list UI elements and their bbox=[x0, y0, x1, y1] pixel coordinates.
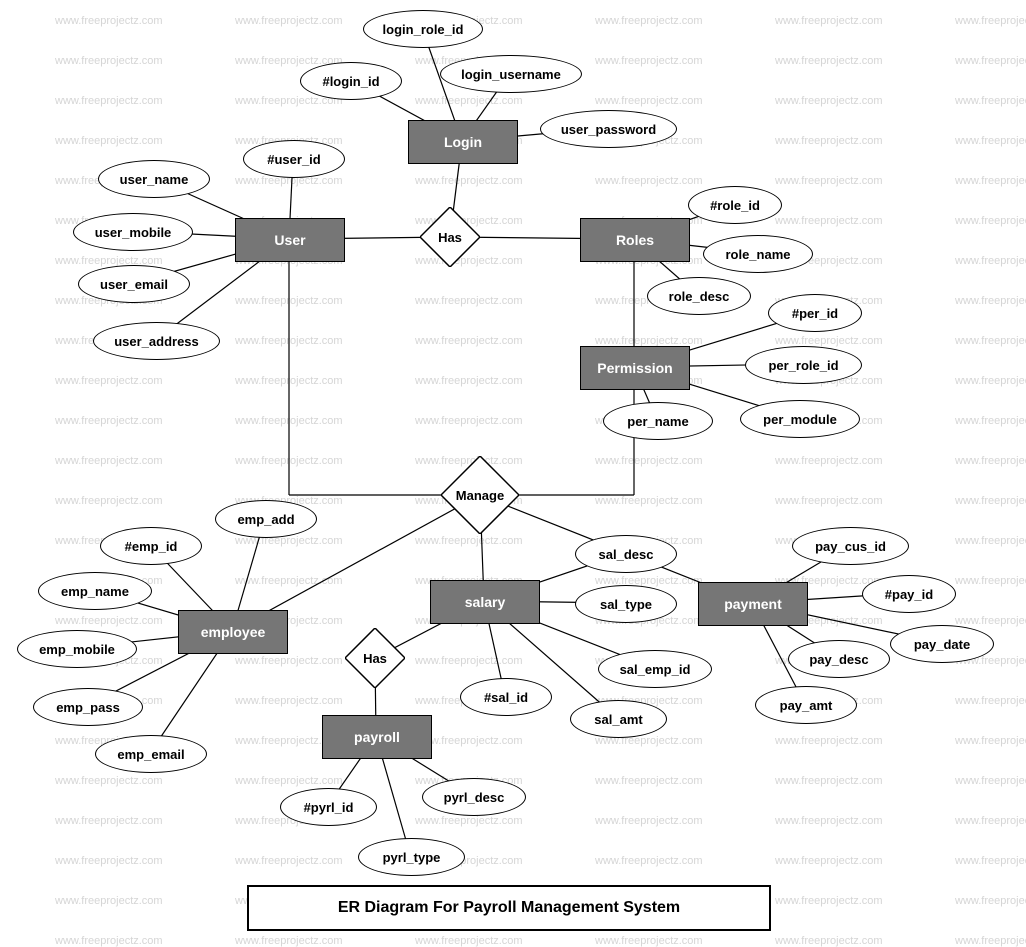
attribute-label: role_desc bbox=[669, 289, 730, 304]
relationship-manage: Manage bbox=[441, 456, 519, 534]
attribute-pyrl_id: #pyrl_id bbox=[280, 788, 377, 826]
attribute-role_id: #role_id bbox=[688, 186, 782, 224]
relationship-label: Manage bbox=[456, 488, 504, 503]
attribute-label: per_role_id bbox=[768, 358, 838, 373]
attribute-label: sal_amt bbox=[594, 712, 642, 727]
attribute-emp_pass: emp_pass bbox=[33, 688, 143, 726]
attribute-label: user_address bbox=[114, 334, 199, 349]
attribute-label: pyrl_desc bbox=[444, 790, 505, 805]
entity-salary: salary bbox=[430, 580, 540, 624]
attribute-emp_add: emp_add bbox=[215, 500, 317, 538]
entity-roles: Roles bbox=[580, 218, 690, 262]
attribute-label: #per_id bbox=[792, 306, 838, 321]
attribute-label: sal_desc bbox=[599, 547, 654, 562]
attribute-label: emp_pass bbox=[56, 700, 120, 715]
attribute-label: role_name bbox=[725, 247, 790, 262]
attribute-label: pay_date bbox=[914, 637, 970, 652]
attribute-label: pay_amt bbox=[780, 698, 833, 713]
attribute-user_mobile: user_mobile bbox=[73, 213, 193, 251]
attribute-label: emp_mobile bbox=[39, 642, 115, 657]
attribute-sal_desc: sal_desc bbox=[575, 535, 677, 573]
entity-payroll: payroll bbox=[322, 715, 432, 759]
diagram-title: ER Diagram For Payroll Management System bbox=[247, 885, 771, 931]
attribute-sal_id: #sal_id bbox=[460, 678, 552, 716]
attribute-label: user_name bbox=[120, 172, 189, 187]
attribute-pay_desc: pay_desc bbox=[788, 640, 890, 678]
attribute-label: emp_add bbox=[237, 512, 294, 527]
attribute-label: user_password bbox=[561, 122, 656, 137]
entity-permission: Permission bbox=[580, 346, 690, 390]
attribute-label: login_role_id bbox=[383, 22, 464, 37]
entity-label: Roles bbox=[616, 232, 654, 248]
attribute-per_id: #per_id bbox=[768, 294, 862, 332]
attribute-label: #pay_id bbox=[885, 587, 933, 602]
attribute-login_role_id: login_role_id bbox=[363, 10, 483, 48]
attribute-label: pay_desc bbox=[809, 652, 868, 667]
attribute-pyrl_desc: pyrl_desc bbox=[422, 778, 526, 816]
attribute-label: per_module bbox=[763, 412, 837, 427]
entity-label: payment bbox=[724, 596, 782, 612]
attribute-label: user_mobile bbox=[95, 225, 172, 240]
entity-label: payroll bbox=[354, 729, 400, 745]
attribute-sal_type: sal_type bbox=[575, 585, 677, 623]
attribute-label: #login_id bbox=[322, 74, 379, 89]
entity-employee: employee bbox=[178, 610, 288, 654]
attribute-role_name: role_name bbox=[703, 235, 813, 273]
attribute-label: login_username bbox=[461, 67, 561, 82]
attribute-label: emp_name bbox=[61, 584, 129, 599]
attribute-login_id: #login_id bbox=[300, 62, 402, 100]
attribute-user_id: #user_id bbox=[243, 140, 345, 178]
attribute-user_email: user_email bbox=[78, 265, 190, 303]
attribute-per_name: per_name bbox=[603, 402, 713, 440]
attribute-login_username: login_username bbox=[440, 55, 582, 93]
attribute-label: pyrl_type bbox=[383, 850, 441, 865]
attribute-user_address: user_address bbox=[93, 322, 220, 360]
attribute-user_name: user_name bbox=[98, 160, 210, 198]
attribute-label: per_name bbox=[627, 414, 688, 429]
attribute-user_password: user_password bbox=[540, 110, 677, 148]
attribute-label: emp_email bbox=[117, 747, 184, 762]
attribute-label: #role_id bbox=[710, 198, 760, 213]
attribute-label: pay_cus_id bbox=[815, 539, 886, 554]
attribute-emp_name: emp_name bbox=[38, 572, 152, 610]
relationship-label: Has bbox=[363, 651, 387, 666]
attribute-sal_emp_id: sal_emp_id bbox=[598, 650, 712, 688]
diagram-title-label: ER Diagram For Payroll Management System bbox=[338, 899, 680, 917]
relationship-has2: Has bbox=[345, 628, 405, 688]
entity-payment: payment bbox=[698, 582, 808, 626]
attribute-emp_mobile: emp_mobile bbox=[17, 630, 137, 668]
attribute-pay_date: pay_date bbox=[890, 625, 994, 663]
entity-label: employee bbox=[201, 624, 266, 640]
entity-user: User bbox=[235, 218, 345, 262]
attribute-role_desc: role_desc bbox=[647, 277, 751, 315]
attribute-pay_cus_id: pay_cus_id bbox=[792, 527, 909, 565]
attribute-label: #sal_id bbox=[484, 690, 528, 705]
attribute-label: #emp_id bbox=[125, 539, 178, 554]
attribute-sal_amt: sal_amt bbox=[570, 700, 667, 738]
attribute-label: user_email bbox=[100, 277, 168, 292]
entity-login: Login bbox=[408, 120, 518, 164]
attribute-label: #user_id bbox=[267, 152, 320, 167]
attribute-emp_id: #emp_id bbox=[100, 527, 202, 565]
attribute-label: sal_emp_id bbox=[620, 662, 691, 677]
entity-label: Permission bbox=[597, 360, 672, 376]
attribute-pyrl_type: pyrl_type bbox=[358, 838, 465, 876]
attribute-per_role_id: per_role_id bbox=[745, 346, 862, 384]
relationship-label: Has bbox=[438, 230, 462, 245]
attribute-emp_email: emp_email bbox=[95, 735, 207, 773]
entity-label: Login bbox=[444, 134, 482, 150]
relationship-has1: Has bbox=[420, 207, 480, 267]
attribute-label: sal_type bbox=[600, 597, 652, 612]
attribute-pay_id: #pay_id bbox=[862, 575, 956, 613]
attribute-pay_amt: pay_amt bbox=[755, 686, 857, 724]
attribute-per_module: per_module bbox=[740, 400, 860, 438]
entity-label: salary bbox=[465, 594, 505, 610]
attribute-label: #pyrl_id bbox=[304, 800, 354, 815]
entity-label: User bbox=[274, 232, 305, 248]
